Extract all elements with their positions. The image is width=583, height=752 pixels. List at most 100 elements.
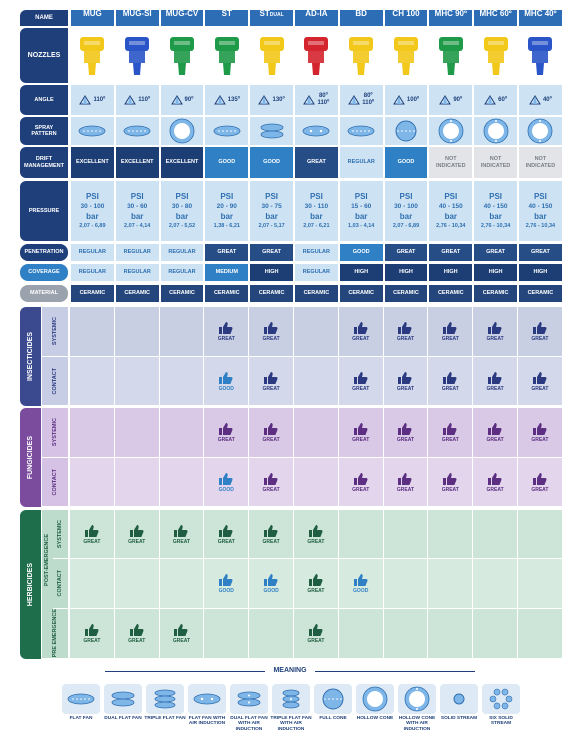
rating-text: GREAT xyxy=(441,336,459,343)
penetration-cell: GREAT xyxy=(474,244,517,261)
bar-range: 2,07 - 4,14 xyxy=(124,222,151,229)
application-cell: GREAT xyxy=(428,357,474,405)
angle-value: 40º xyxy=(542,96,552,103)
psi-range: 40 - 150 xyxy=(528,202,553,210)
rating-text: GOOD xyxy=(218,486,234,493)
thumb-icon xyxy=(219,423,233,436)
penetration-cell: REGULAR xyxy=(160,244,204,261)
psi-unit: PSI xyxy=(444,192,458,202)
application-cell xyxy=(428,609,474,658)
angle-value: 110º xyxy=(93,96,106,103)
application-cell: GREAT xyxy=(204,510,250,558)
application-cell: GREAT xyxy=(383,357,429,405)
thumb-icon xyxy=(443,472,457,485)
row-label-text: NAME xyxy=(35,14,53,21)
application-cell: GREAT xyxy=(518,307,563,356)
application-cell: GREAT xyxy=(249,357,294,405)
row-label: SYSTEMIC xyxy=(53,510,68,558)
material-cell: CERAMIC xyxy=(295,285,338,302)
nozzle-shape xyxy=(438,36,463,75)
thumb-icon xyxy=(174,624,189,637)
application-cell: GREAT xyxy=(114,510,160,558)
angle-text: 110º xyxy=(138,97,150,104)
group-label-text: INSECTICIDES xyxy=(26,331,34,381)
rating-text: GREAT xyxy=(128,638,146,645)
pressure-cell: PSI 30 - 75 bar 2,07 - 5,17 xyxy=(250,181,293,241)
angle-cell: 135º xyxy=(205,85,249,115)
material-value: CERAMIC xyxy=(348,290,375,297)
psi-unit: PSI xyxy=(265,192,279,202)
drift-value: EXCELLENT xyxy=(165,159,199,166)
column-name-text: MUG xyxy=(83,10,102,18)
spray-pattern xyxy=(474,117,517,145)
drift-cell: NOT INDICATED xyxy=(519,147,562,178)
drift-value: GOOD xyxy=(218,159,236,166)
psi-range: 30 - 80 xyxy=(171,202,193,210)
application-cell xyxy=(294,357,339,405)
bar-range: 2,07 - 5,17 xyxy=(258,222,285,229)
coverage-value: REGULAR xyxy=(302,269,330,276)
angle-text: 80º 110º xyxy=(317,93,329,106)
rating-text: GREAT xyxy=(352,385,370,392)
material-value: CERAMIC xyxy=(258,290,285,297)
application-cell: GOOD xyxy=(204,559,250,608)
nozzle-image xyxy=(250,28,293,83)
row-label: NAME xyxy=(20,10,68,26)
application-cell xyxy=(159,307,205,356)
psi-range: 15 - 60 xyxy=(351,202,372,210)
column-name-text: MHC 40º xyxy=(524,10,557,18)
material-cell: CERAMIC xyxy=(429,285,473,302)
thumb-icon xyxy=(264,472,278,485)
nozzle-shape xyxy=(349,36,374,75)
pressure-cell: PSI 40 - 150 bar 2,76 - 10,34 xyxy=(474,181,517,241)
row-label: CONTACT xyxy=(53,559,68,608)
penetration-value: REGULAR xyxy=(123,249,151,256)
rating-text: GOOD xyxy=(218,385,234,392)
coverage-value: REGULAR xyxy=(78,269,106,276)
spray-icon xyxy=(237,691,261,707)
legend-label: TRIPLE FLAT FAN WITH AIR INDUCTION xyxy=(269,716,313,744)
legend-label-text: HOLLOW CONE xyxy=(356,716,394,721)
group-label-text: FUNGICIDES xyxy=(26,435,34,480)
angle-text: 100º xyxy=(407,97,419,104)
bar-unit: bar xyxy=(175,212,189,222)
coverage-value: HIGH xyxy=(399,269,413,276)
coverage-value: HIGH xyxy=(533,269,548,276)
application-cell: GREAT xyxy=(383,458,429,506)
angle-cell: 60º xyxy=(474,85,517,115)
penetration-value: GREAT xyxy=(396,249,416,256)
application-cell: GREAT xyxy=(204,307,250,356)
row-label-text: CONTACT xyxy=(51,468,58,496)
nozzle-image xyxy=(339,28,383,83)
application-cell xyxy=(473,510,518,558)
application-cell: GREAT xyxy=(518,408,563,457)
legend-label-text: TRIPLE FLAT FAN xyxy=(144,716,186,721)
angle-value: 110º xyxy=(317,100,330,106)
nozzle-shape xyxy=(259,36,284,75)
legend-label: FLAT FAN xyxy=(59,716,103,744)
application-cell xyxy=(70,559,115,608)
angle-value: 100º xyxy=(406,96,420,103)
penetration-cell: REGULAR xyxy=(115,244,159,261)
coverage-cell: REGULAR xyxy=(295,264,338,281)
rating-text: GREAT xyxy=(441,437,459,444)
application-cell xyxy=(428,510,474,558)
psi-unit: PSI xyxy=(533,192,547,202)
material-value: CERAMIC xyxy=(213,290,240,297)
psi-range: 40 - 150 xyxy=(483,202,508,210)
drift-value: EXCELLENT xyxy=(120,159,154,166)
application-cell: GREAT xyxy=(473,408,518,457)
angle-cell: 100º xyxy=(384,85,428,115)
bar-unit: bar xyxy=(444,212,458,222)
bar-range: 1,03 - 4,14 xyxy=(348,222,375,229)
legend-label-text: DUAL FLAT FAN WITH AIR INDUCTION xyxy=(230,716,268,732)
application-cell: GREAT xyxy=(249,307,294,356)
material-value: CERAMIC xyxy=(437,290,464,297)
rating-text: GREAT xyxy=(531,486,549,493)
column-name: MHC 90º xyxy=(429,10,473,26)
coverage-cell: HIGH xyxy=(429,264,473,281)
column-name-text: MUG-SI xyxy=(122,10,152,18)
rating-text: GREAT xyxy=(531,437,549,444)
thumb-icon xyxy=(353,371,368,384)
legend-icon xyxy=(482,684,520,714)
